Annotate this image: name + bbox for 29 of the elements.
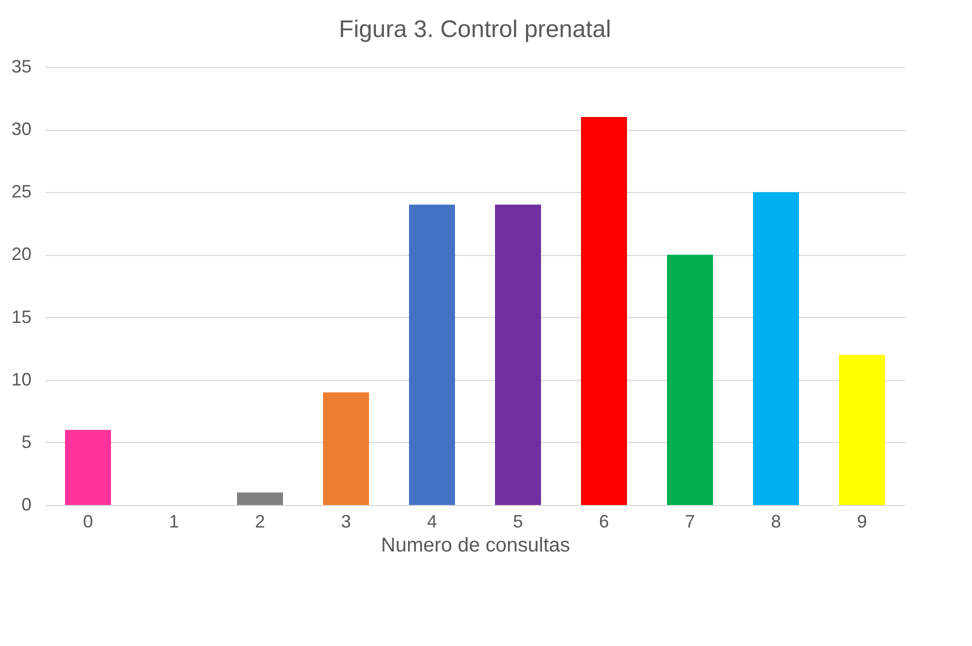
bar [323,392,369,505]
y-tick-label: 20 [11,244,32,264]
bar [581,117,627,505]
bar [495,204,541,505]
x-tick-label: 8 [770,512,782,532]
y-tick-label: 30 [11,119,32,140]
y-tick-label: 15 [11,306,32,327]
x-tick-label: 6 [598,512,610,532]
y-tick-label: 10 [11,369,32,390]
x-tick-label: 4 [426,512,438,532]
y-tick-label: 25 [11,182,32,202]
bar [237,492,283,505]
x-tick-label: 9 [856,512,868,532]
x-axis-title: Numero de consultas [381,534,570,556]
x-tick-label: 7 [684,512,696,532]
bar [839,354,885,505]
y-tick-label: 0 [21,494,32,514]
x-tick-label: 5 [512,512,524,532]
bar [409,204,455,505]
x-tick-label: 1 [168,512,180,532]
bar [753,192,799,505]
y-tick-label: 35 [11,56,32,76]
bar [65,430,111,505]
y-tick-label: 5 [21,432,32,452]
chart-title: Figura 3. Control prenatal [338,16,612,43]
x-tick-label: 2 [254,512,266,532]
bar [667,254,713,505]
x-tick-label: 3 [340,512,352,532]
x-tick-label: 0 [82,512,94,532]
